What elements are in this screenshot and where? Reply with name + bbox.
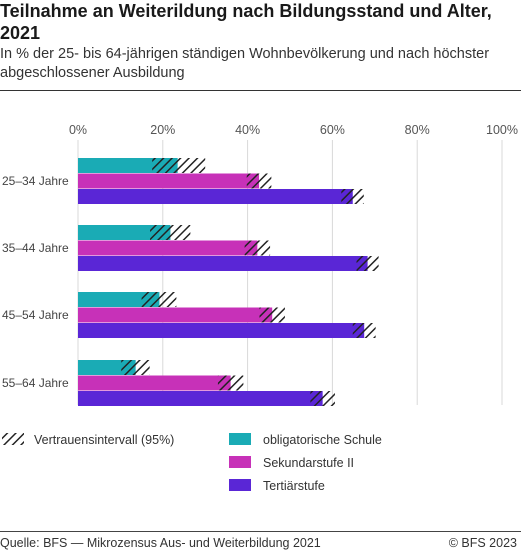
x-tick-label: 20%	[150, 123, 175, 137]
category-label: 35–44 Jahre	[2, 241, 69, 255]
chart-title: Teilnahme an Weiterildung nach Bildungss…	[0, 1, 492, 43]
x-tick-label: 0%	[69, 123, 87, 137]
legend-ci-label: Vertrauensintervall (95%)	[34, 433, 174, 447]
bar	[78, 189, 353, 204]
bar	[78, 323, 365, 338]
legend: Vertrauensintervall (95%) obligatorische …	[2, 433, 382, 493]
category-labels: 25–34 Jahre 35–44 Jahre 45–54 Jahre 55–64 J…	[2, 174, 69, 390]
x-tick-label: 40%	[235, 123, 260, 137]
header-divider	[0, 90, 521, 91]
bars	[78, 158, 379, 406]
legend-swatch	[229, 479, 251, 491]
legend-label: obligatorische Schule	[263, 433, 382, 447]
category-label: 55–64 Jahre	[2, 376, 69, 390]
bar	[78, 307, 273, 323]
footer-divider	[0, 531, 521, 532]
confidence-interval	[259, 307, 285, 323]
category-label: 25–34 Jahre	[2, 174, 69, 188]
confidence-interval	[244, 240, 271, 256]
category-label: 45–54 Jahre	[2, 308, 69, 322]
legend-swatch	[229, 433, 251, 445]
confidence-interval	[246, 173, 272, 189]
bar	[78, 173, 260, 189]
legend-swatch	[229, 456, 251, 468]
confidence-interval	[152, 158, 206, 173]
confidence-interval	[356, 256, 379, 271]
x-tick-labels: 0% 20% 40% 60% 80% 100%	[69, 123, 518, 137]
confidence-interval	[352, 323, 376, 338]
chart-subtitle: In % der 25- bis 64-jährigen ständigen W…	[0, 46, 490, 81]
bar	[78, 292, 160, 307]
bar	[78, 225, 171, 240]
x-tick-label: 60%	[320, 123, 345, 137]
source-note: Quelle: BFS — Mikrozensus Aus- und Weite…	[0, 536, 321, 550]
bar	[78, 391, 323, 406]
copyright: © BFS 2023	[448, 536, 517, 550]
confidence-interval	[141, 292, 177, 307]
bar	[78, 240, 258, 256]
x-tick-label: 80%	[405, 123, 430, 137]
confidence-interval	[150, 225, 191, 240]
legend-ci-swatch	[2, 433, 24, 445]
legend-label: Tertiärstufe	[263, 479, 325, 493]
legend-label: Sekundarstufe II	[263, 456, 354, 470]
confidence-interval	[341, 189, 364, 204]
bar	[78, 256, 368, 271]
confidence-interval	[121, 360, 150, 375]
x-tick-label: 100%	[486, 123, 518, 137]
confidence-interval	[217, 375, 244, 391]
bar-chart: 0% 20% 40% 60% 80% 100% 25–34 Jahre 35–44 Jahr…	[2, 123, 518, 493]
confidence-interval	[310, 391, 335, 406]
bar	[78, 375, 231, 391]
